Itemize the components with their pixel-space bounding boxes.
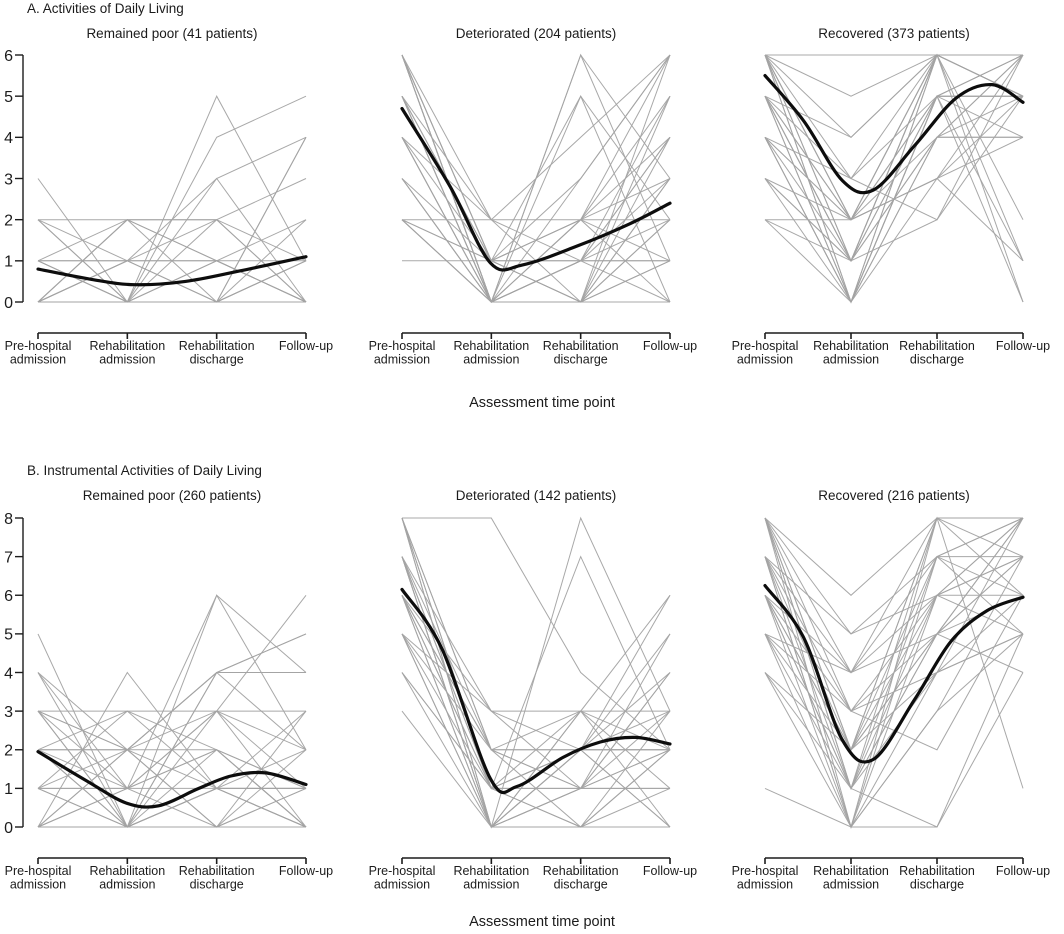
patient-trajectory-line — [37, 710, 306, 789]
x-tick-label: Pre-hospital admission — [732, 864, 799, 892]
y-tick-label: 2 — [4, 212, 13, 229]
patient-trajectory-line — [401, 672, 671, 828]
x-tick-label: Pre-hospital admission — [5, 864, 72, 892]
y-tick-label: 4 — [4, 665, 13, 682]
x-tick-label: Rehabilitation discharge — [543, 864, 619, 892]
patient-trajectory-line — [37, 260, 307, 303]
patient-trajectory-line — [401, 556, 671, 828]
y-tick-label: 4 — [4, 130, 13, 147]
x-tick-label: Follow-up — [643, 339, 697, 353]
mean-trajectory-line — [36, 750, 308, 809]
x-tick-label: Follow-up — [643, 864, 697, 878]
patient-trajectory-line — [401, 95, 671, 304]
x-tick-label: Rehabilitation admission — [813, 339, 889, 367]
panel-a-label: A. Activities of Daily Living — [27, 1, 184, 16]
patient-trajectory-line — [764, 54, 1023, 97]
panel-b-plot-svg: 0 1 2 3 4 5 6 7 8 Pre-hospital admission Rehabilita… — [4, 511, 1050, 892]
patient-trajectory-line — [38, 95, 307, 303]
patient-trajectory-line — [764, 517, 1024, 635]
patient-trajectory-line — [764, 517, 1023, 596]
x-tick-label: Rehabilitation admission — [453, 864, 529, 892]
patient-trajectory-line — [765, 54, 1024, 221]
x-tick-label: Rehabilitation discharge — [179, 864, 255, 892]
panel-b-x-axis-title: Assessment time point — [469, 914, 615, 930]
x-tick-label: Follow-up — [279, 864, 333, 878]
x-tick-label: Rehabilitation admission — [89, 864, 165, 892]
panel-a-subplot-title-remained-poor: Remained poor (41 patients) — [86, 26, 258, 41]
x-tick-label: Pre-hospital admission — [369, 339, 436, 367]
patient-trajectory-line — [401, 219, 671, 303]
y-tick-label: 6 — [4, 48, 13, 65]
y-tick-label: 8 — [4, 511, 13, 528]
patient-trajectory-line — [764, 594, 1023, 674]
patient-trajectory-line — [401, 54, 671, 262]
mean-trajectory-line — [400, 587, 672, 795]
x-tick-label: Pre-hospital admission — [369, 864, 436, 892]
panel-a-x-axis-title: Assessment time point — [469, 395, 615, 411]
x-tick-label: Follow-up — [279, 339, 333, 353]
y-tick-label: 6 — [4, 588, 13, 605]
y-tick-label: 5 — [4, 627, 13, 644]
patient-trajectory-line — [764, 633, 1024, 828]
mean-trajectory-line — [400, 106, 672, 272]
mean-trajectory-line — [763, 583, 1025, 764]
mean-trajectory-line — [763, 73, 1025, 195]
panel-a-subplot-title-deteriorated: Deteriorated (204 patients) — [455, 26, 617, 41]
x-tick-label: Rehabilitation discharge — [179, 339, 255, 367]
panel-b-subplot-title-deteriorated: Deteriorated (142 patients) — [455, 488, 617, 503]
patient-trajectory-line — [764, 556, 1024, 635]
panel-b-subplot-title-recovered: Recovered (216 patients) — [818, 488, 970, 503]
panel-b-subplot-title-remained-poor: Remained poor (260 patients) — [82, 488, 262, 503]
x-tick-label: Rehabilitation admission — [453, 339, 529, 367]
patient-trajectory-line — [37, 671, 307, 828]
patient-trajectory-line — [401, 595, 670, 751]
x-tick-label: Pre-hospital admission — [732, 339, 799, 367]
mean-trajectory-line — [36, 255, 308, 287]
y-tick-label: 3 — [4, 704, 13, 721]
patient-trajectory-line — [401, 54, 671, 262]
y-tick-label: 0 — [4, 295, 13, 312]
x-tick-label: Rehabilitation discharge — [899, 864, 975, 892]
y-tick-label: 3 — [4, 171, 13, 188]
x-tick-label: Rehabilitation admission — [89, 339, 165, 367]
y-tick-label: 7 — [4, 549, 13, 566]
patient-trajectory-line — [401, 556, 671, 828]
patient-trajectory-line — [401, 96, 671, 303]
x-tick-label: Rehabilitation discharge — [899, 339, 975, 367]
x-tick-label: Rehabilitation admission — [813, 864, 889, 892]
patient-trajectory-line — [401, 54, 671, 221]
y-tick-label: 1 — [4, 254, 13, 271]
patient-trajectory-line — [764, 633, 1024, 751]
x-tick-label: Rehabilitation discharge — [543, 339, 619, 367]
x-tick-label: Follow-up — [996, 339, 1050, 353]
patient-trajectory-line — [38, 219, 307, 262]
patient-trajectory-line — [401, 556, 670, 828]
panel-a-subplot-title-recovered: Recovered (373 patients) — [818, 26, 970, 41]
x-tick-label: Pre-hospital admission — [5, 339, 72, 367]
panel-a-plot-svg: 0 1 2 3 4 5 6 Pre-hospital admission Rehabilitati… — [4, 48, 1050, 367]
y-tick-label: 1 — [4, 781, 13, 798]
panel-b-label: B. Instrumental Activities of Daily Livi… — [27, 463, 262, 478]
patient-trajectory-line — [401, 594, 671, 751]
y-tick-label: 2 — [4, 743, 13, 760]
x-tick-label: Follow-up — [996, 864, 1050, 878]
patient-trajectory-line — [402, 517, 671, 751]
patient-trajectory-line — [764, 54, 1023, 221]
y-tick-label: 0 — [4, 820, 13, 837]
y-tick-label: 5 — [4, 89, 13, 106]
